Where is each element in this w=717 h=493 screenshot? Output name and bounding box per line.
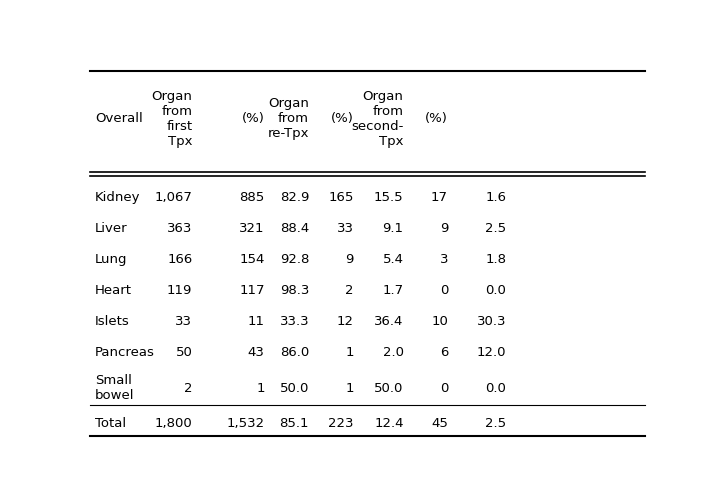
Text: Liver: Liver [95,222,128,235]
Text: 0: 0 [440,284,448,297]
Text: Lung: Lung [95,253,128,266]
Text: 33.3: 33.3 [280,316,309,328]
Text: 3: 3 [440,253,448,266]
Text: 33: 33 [336,222,353,235]
Text: Overall: Overall [95,112,143,125]
Text: 0.0: 0.0 [485,284,506,297]
Text: 50.0: 50.0 [280,382,309,395]
Text: Organ
from
first
Tpx: Organ from first Tpx [151,90,192,148]
Text: 1,800: 1,800 [155,418,192,430]
Text: 1.7: 1.7 [382,284,404,297]
Text: 1,067: 1,067 [155,191,192,204]
Text: 33: 33 [176,316,192,328]
Text: 166: 166 [167,253,192,266]
Text: 2.0: 2.0 [383,347,404,359]
Text: 50.0: 50.0 [374,382,404,395]
Text: Heart: Heart [95,284,132,297]
Text: Total: Total [95,418,126,430]
Text: 2: 2 [345,284,353,297]
Text: 1.8: 1.8 [485,253,506,266]
Text: Organ
from
re-Tpx: Organ from re-Tpx [267,98,309,141]
Text: 12: 12 [336,316,353,328]
Text: 12.4: 12.4 [374,418,404,430]
Text: 17: 17 [431,191,448,204]
Text: 30.3: 30.3 [477,316,506,328]
Text: Islets: Islets [95,316,130,328]
Text: 5.4: 5.4 [383,253,404,266]
Text: 1,532: 1,532 [227,418,265,430]
Text: 154: 154 [239,253,265,266]
Text: Small
bowel: Small bowel [95,375,135,402]
Text: 98.3: 98.3 [280,284,309,297]
Text: 2.5: 2.5 [485,222,506,235]
Text: 11: 11 [247,316,265,328]
Text: 321: 321 [239,222,265,235]
Text: 50: 50 [176,347,192,359]
Text: Kidney: Kidney [95,191,141,204]
Text: 165: 165 [328,191,353,204]
Text: 92.8: 92.8 [280,253,309,266]
Text: 45: 45 [431,418,448,430]
Text: 82.9: 82.9 [280,191,309,204]
Text: 0.0: 0.0 [485,382,506,395]
Text: 117: 117 [239,284,265,297]
Text: 86.0: 86.0 [280,347,309,359]
Text: 119: 119 [167,284,192,297]
Text: 43: 43 [248,347,265,359]
Text: 85.1: 85.1 [280,418,309,430]
Text: Pancreas: Pancreas [95,347,155,359]
Text: 1: 1 [345,382,353,395]
Text: 885: 885 [239,191,265,204]
Text: 1: 1 [256,382,265,395]
Text: Organ
from
second-
Tpx: Organ from second- Tpx [351,90,404,148]
Text: 36.4: 36.4 [374,316,404,328]
Text: (%): (%) [242,112,265,125]
Text: 15.5: 15.5 [374,191,404,204]
Text: 0: 0 [440,382,448,395]
Text: 9: 9 [440,222,448,235]
Text: 9.1: 9.1 [383,222,404,235]
Text: 223: 223 [328,418,353,430]
Text: 10: 10 [431,316,448,328]
Text: 2: 2 [184,382,192,395]
Text: (%): (%) [425,112,448,125]
Text: 6: 6 [440,347,448,359]
Text: 88.4: 88.4 [280,222,309,235]
Text: (%): (%) [331,112,353,125]
Text: 1.6: 1.6 [485,191,506,204]
Text: 9: 9 [345,253,353,266]
Text: 2.5: 2.5 [485,418,506,430]
Text: 1: 1 [345,347,353,359]
Text: 363: 363 [167,222,192,235]
Text: 12.0: 12.0 [477,347,506,359]
